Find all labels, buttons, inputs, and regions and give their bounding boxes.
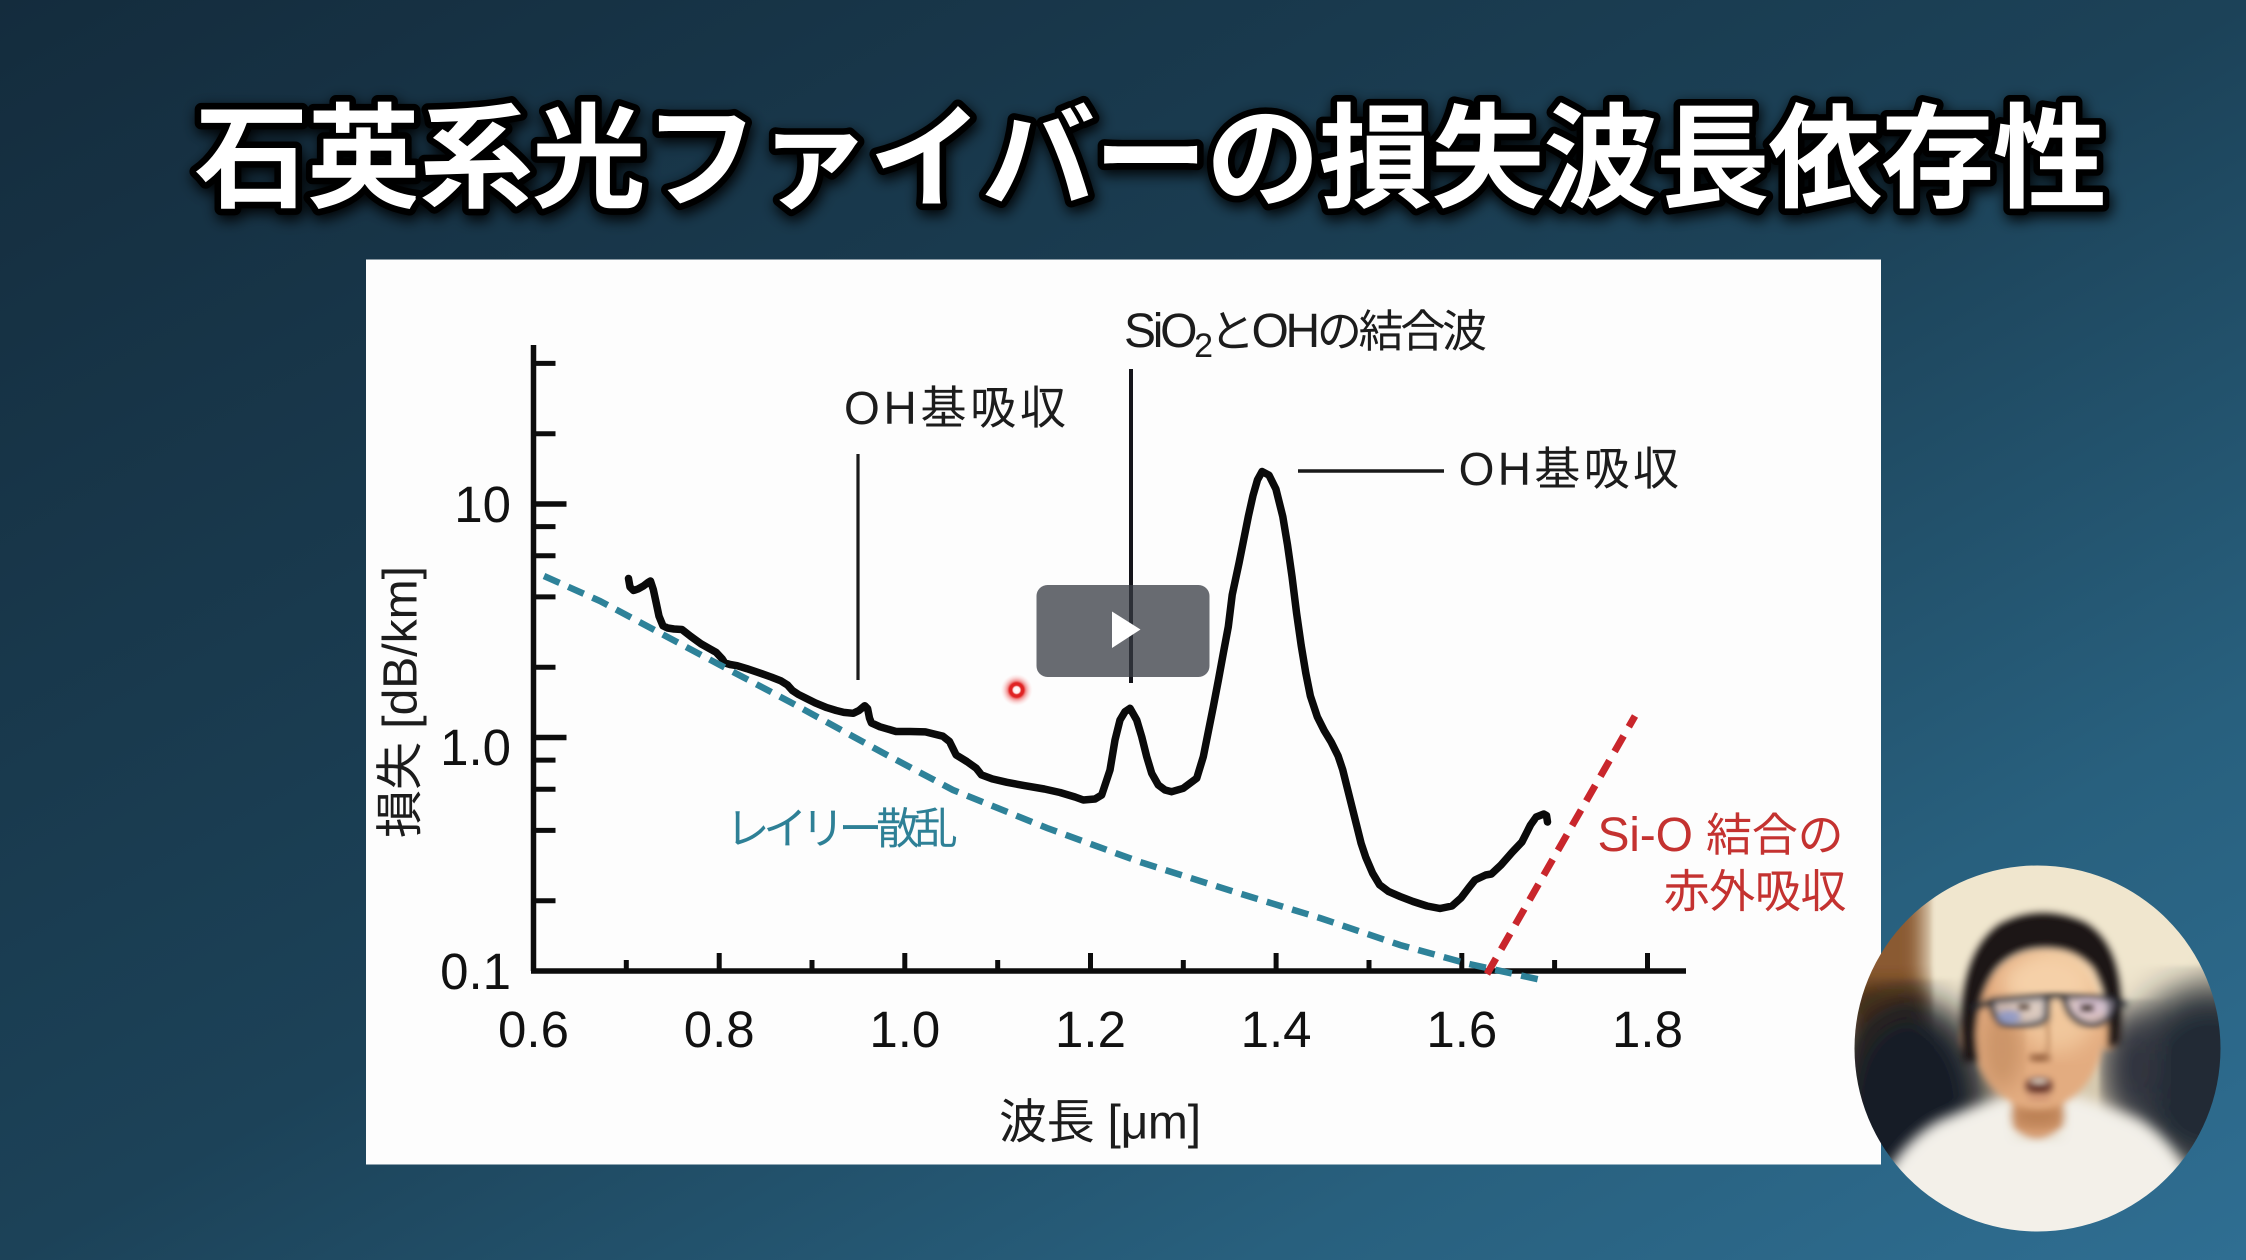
svg-text:1.2: 1.2 [1055, 1001, 1126, 1058]
svg-text:i: i [1629, 809, 1640, 862]
svg-text:/: / [375, 643, 428, 657]
svg-text:1.8: 1.8 [1612, 1001, 1683, 1058]
svg-text:2: 2 [1194, 327, 1213, 365]
svg-text:H: H [1286, 305, 1321, 358]
svg-text:1.0: 1.0 [869, 1001, 940, 1058]
svg-text:O: O [1459, 443, 1495, 495]
svg-text:]: ] [375, 566, 428, 579]
svg-text:O: O [1656, 809, 1693, 862]
svg-text:S: S [1598, 809, 1630, 862]
svg-text:1.0: 1.0 [440, 719, 511, 776]
svg-text:m: m [375, 579, 428, 619]
svg-text:0.6: 0.6 [498, 1001, 569, 1058]
svg-text:k: k [375, 618, 428, 643]
svg-text:H: H [884, 382, 917, 434]
svg-text:B: B [375, 657, 428, 689]
svg-text:i: i [1153, 305, 1164, 358]
svg-text:10: 10 [454, 476, 511, 533]
svg-text:0.8: 0.8 [684, 1001, 755, 1058]
svg-text:0.1: 0.1 [440, 943, 511, 1000]
svg-text:]: ] [1188, 1097, 1201, 1150]
svg-text:[: [ [1108, 1097, 1121, 1150]
svg-text:O: O [1252, 305, 1289, 358]
svg-text:μ: μ [1121, 1097, 1149, 1150]
svg-text:-: - [1640, 809, 1656, 862]
svg-text:H: H [1498, 443, 1531, 495]
svg-text:O: O [844, 382, 880, 434]
svg-text:S: S [1124, 305, 1156, 358]
svg-text:1.4: 1.4 [1241, 1001, 1312, 1058]
svg-text:O: O [1160, 305, 1197, 358]
svg-text:1.6: 1.6 [1426, 1001, 1497, 1058]
svg-text:d: d [375, 689, 428, 716]
svg-text:m: m [1148, 1097, 1188, 1150]
svg-text:[: [ [375, 715, 428, 728]
